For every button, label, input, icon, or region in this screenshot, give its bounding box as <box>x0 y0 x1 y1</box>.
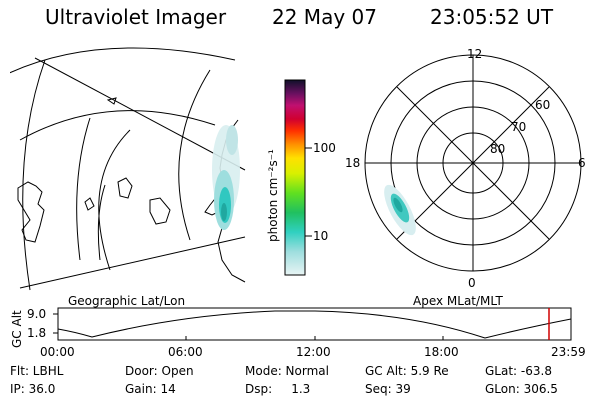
colorbar-tick-100: 100 <box>313 141 336 155</box>
aurora-geographic <box>212 125 240 230</box>
polar-panel-label: Apex MLat/MLT <box>413 294 503 308</box>
longitude-arc-1 <box>22 59 46 291</box>
time-label: 23:05:52 UT <box>430 5 554 29</box>
longitude-arc-5 <box>76 117 91 261</box>
footer-gc-alt: GC Alt: 5.9 Re <box>365 364 449 378</box>
altitude-ytick-1.8: 1.8 <box>27 326 47 340</box>
altitude-xtick-2359: 23:59 <box>551 345 586 359</box>
longitude-arc-3 <box>178 69 211 241</box>
altitude-xtick-0000: 00:00 <box>40 345 75 359</box>
lat-label-60: 60 <box>535 98 551 112</box>
colorbar-ramp <box>284 79 306 276</box>
coastline-islands <box>17 181 45 243</box>
aurora-polar <box>384 184 416 236</box>
mlt-label-6: 6 <box>578 156 586 170</box>
lat-label-80: 80 <box>490 142 506 156</box>
geographic-map <box>10 47 246 291</box>
altitude-plot <box>53 307 572 341</box>
altitude-xtick-0600: 06:00 <box>168 345 203 359</box>
longitude-arc-4 <box>97 184 106 261</box>
altitude-curve <box>57 310 572 339</box>
map-border-top <box>34 57 246 171</box>
polar-plot <box>364 54 582 272</box>
footer-gain: Gain: 14 <box>125 382 176 396</box>
latitude-arc-1 <box>10 47 236 74</box>
polar-diagonal-2 <box>396 86 550 240</box>
coastline-islands-3 <box>149 197 171 225</box>
footer-seq: Seq: 39 <box>365 382 411 396</box>
altitude-ylabel: GC Alt <box>10 310 24 348</box>
mlt-label-0: 0 <box>468 276 476 290</box>
instrument-title: Ultraviolet Imager <box>45 5 227 29</box>
footer-dsp: Dsp: 1.3 <box>245 382 311 396</box>
mlt-label-18: 18 <box>345 156 361 170</box>
colorbar-tick-10: 10 <box>313 229 329 243</box>
mlt-label-12: 12 <box>467 47 483 61</box>
altitude-ytick-9: 9.0 <box>27 307 47 321</box>
longitude-arc-2 <box>98 129 131 271</box>
footer-mode: Mode: Normal <box>245 364 329 378</box>
colorbar-unit-label: photon cm⁻²s⁻¹ <box>266 149 280 242</box>
footer-flt: Flt: LBHL <box>10 364 64 378</box>
altitude-xtick-1800: 18:00 <box>424 345 459 359</box>
coastline-islands-5 <box>84 197 95 211</box>
footer-glon: GLon: 306.5 <box>485 382 558 396</box>
geographic-panel-label: Geographic Lat/Lon <box>68 294 186 308</box>
coastline-islands-2 <box>117 177 133 199</box>
footer-door: Door: Open <box>125 364 194 378</box>
altitude-xtick-1200: 12:00 <box>296 345 331 359</box>
latitude-arc-2 <box>19 110 216 141</box>
footer-glat: GLat: -63.8 <box>485 364 552 378</box>
lat-label-70: 70 <box>511 120 527 134</box>
colorbar <box>284 79 312 276</box>
coastline-islands-4 <box>106 97 117 105</box>
footer-ip: IP: 36.0 <box>10 382 56 396</box>
map-border-bottom <box>19 236 246 289</box>
altitude-plot-frame <box>57 307 572 341</box>
date-label: 22 May 07 <box>272 5 377 29</box>
